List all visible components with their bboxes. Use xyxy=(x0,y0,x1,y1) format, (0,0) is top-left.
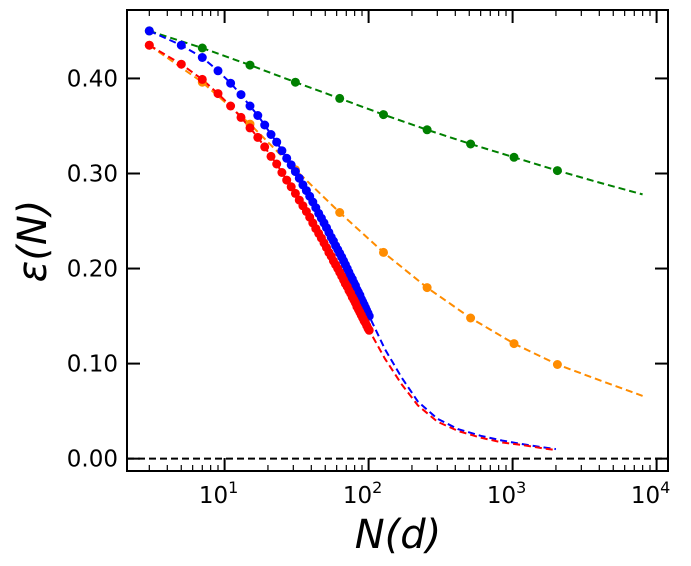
point-green-9 xyxy=(552,166,562,176)
point-blue-15 xyxy=(294,173,304,183)
y-tick-label-0: 0.00 xyxy=(67,447,118,473)
point-blue-10 xyxy=(272,137,282,147)
point-red-0 xyxy=(144,40,154,50)
y-tick-label-2: 0.20 xyxy=(67,257,118,283)
x-tick-label-3: 104 xyxy=(631,478,670,509)
point-green-8 xyxy=(509,152,519,162)
point-orange-6 xyxy=(422,283,432,293)
y-axis-label: ε(N) xyxy=(10,200,56,283)
point-green-7 xyxy=(466,139,476,149)
point-red-6 xyxy=(245,123,255,133)
point-red-1 xyxy=(176,59,186,69)
point-orange-7 xyxy=(466,313,476,323)
point-orange-4 xyxy=(335,208,345,217)
x-axis-label: N(d) xyxy=(355,512,442,558)
plot-frame xyxy=(126,9,669,472)
point-blue-13 xyxy=(286,160,296,170)
point-red-7 xyxy=(253,132,263,142)
point-green-6 xyxy=(422,125,432,135)
y-tick-label-3: 0.30 xyxy=(67,161,118,187)
point-green-2 xyxy=(245,60,255,70)
point-blue-6 xyxy=(245,101,255,111)
point-blue-0 xyxy=(144,26,154,36)
axis-ticks xyxy=(127,10,668,471)
y-tick-labels: 0.00 0.10 0.20 0.30 0.40 xyxy=(67,66,118,472)
point-green-4 xyxy=(335,93,345,103)
point-blue-8 xyxy=(260,120,270,130)
point-red-13 xyxy=(286,182,296,192)
point-orange-8 xyxy=(509,339,519,349)
point-blue-5 xyxy=(236,90,246,100)
point-red-5 xyxy=(236,112,246,122)
point-blue-7 xyxy=(253,111,263,120)
y-tick-label-1: 0.10 xyxy=(67,352,118,378)
point-blue-11 xyxy=(277,146,287,156)
fit-line-orange xyxy=(148,44,643,397)
x-tick-label-2: 103 xyxy=(487,478,526,509)
fit-line-green xyxy=(148,29,643,196)
point-red-49 xyxy=(364,325,374,335)
x-tick-labels: 101 102 103 104 xyxy=(199,478,670,509)
point-red-3 xyxy=(213,89,223,99)
point-blue-14 xyxy=(290,167,300,177)
point-red-12 xyxy=(282,175,292,185)
point-green-5 xyxy=(379,110,388,120)
point-red-9 xyxy=(266,151,276,161)
fit-line-blue xyxy=(148,29,557,451)
x-tick-label-1: 102 xyxy=(343,478,382,509)
point-red-10 xyxy=(272,159,282,169)
point-blue-12 xyxy=(282,153,292,163)
point-blue-2 xyxy=(197,53,207,62)
point-blue-3 xyxy=(213,66,223,76)
point-red-2 xyxy=(197,74,207,84)
point-blue-1 xyxy=(176,40,186,50)
point-green-3 xyxy=(290,77,300,87)
point-red-8 xyxy=(260,142,270,152)
fit-line-red xyxy=(148,44,557,452)
point-red-11 xyxy=(277,168,287,177)
point-blue-4 xyxy=(226,78,236,88)
plot-marks xyxy=(127,26,668,460)
y-tick-label-4: 0.40 xyxy=(67,66,118,92)
x-tick-label-0: 101 xyxy=(199,478,238,509)
point-blue-9 xyxy=(266,130,276,139)
point-red-14 xyxy=(290,188,300,198)
point-orange-5 xyxy=(379,247,388,257)
point-green-1 xyxy=(197,43,207,53)
point-red-4 xyxy=(226,101,236,111)
point-orange-9 xyxy=(552,360,562,369)
